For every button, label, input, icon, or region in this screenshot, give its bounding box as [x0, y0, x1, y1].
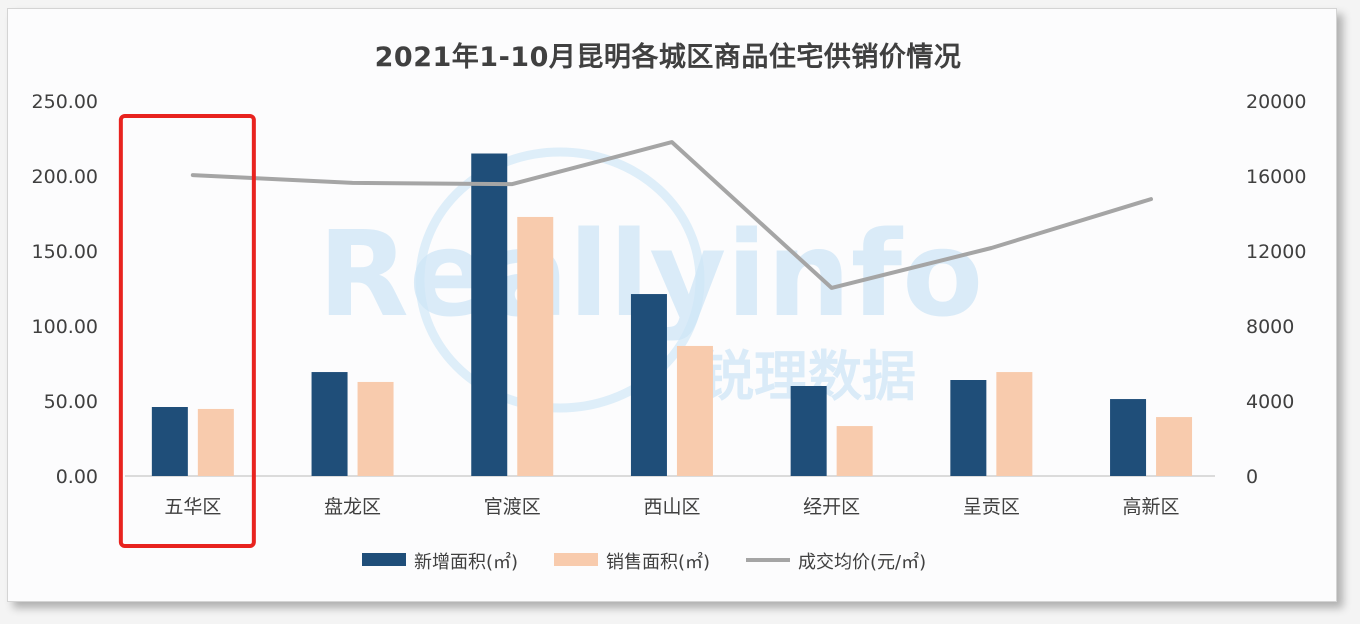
category-label: 西山区	[643, 496, 700, 518]
legend-swatch	[362, 553, 406, 566]
avg-price-line	[190, 140, 1153, 290]
bar-new-area	[311, 372, 348, 476]
bar-sold-area	[996, 372, 1033, 476]
legend-label: 成交均价(元/㎡)	[798, 551, 926, 573]
bar-sold-area	[676, 345, 713, 476]
bar-sold-area	[197, 408, 234, 476]
bar-sold-area	[1156, 417, 1193, 476]
category-label: 高新区	[1123, 496, 1180, 518]
highlight-box	[118, 114, 256, 548]
bar-new-area	[471, 153, 508, 476]
bar-new-area	[790, 386, 827, 476]
right-axis-tick: 12000	[1246, 241, 1306, 263]
left-axis: 0.00 50.00 100.00 150.00 200.00 250.00	[32, 91, 98, 488]
chart-card: 2021年1-10月昆明各城区商品住宅供销价情况	[7, 8, 1337, 602]
left-axis-tick: 250.00	[32, 91, 98, 113]
left-axis-tick: 100.00	[32, 316, 98, 338]
left-axis-tick: 0.00	[56, 466, 98, 488]
left-axis-tick: 150.00	[32, 241, 98, 263]
bar-series	[151, 153, 1193, 476]
bar-new-area	[950, 380, 987, 476]
left-axis-tick: 50.00	[44, 391, 98, 413]
right-axis-tick: 16000	[1246, 166, 1306, 188]
category-label: 官渡区	[484, 496, 541, 518]
legend: 新增面积(㎡) 销售面积(㎡) 成交均价(元/㎡)	[362, 551, 926, 573]
legend-label: 销售面积(㎡)	[606, 551, 710, 573]
category-label: 呈贡区	[963, 496, 1020, 518]
legend-label: 新增面积(㎡)	[414, 551, 518, 573]
bar-sold-area	[836, 426, 873, 476]
left-axis-tick: 200.00	[32, 166, 98, 188]
bar-sold-area	[517, 216, 554, 476]
right-axis-tick: 4000	[1246, 391, 1294, 413]
bar-new-area	[630, 294, 667, 476]
highlight-rect	[118, 114, 256, 548]
right-axis: 0 4000 8000 12000 16000 20000	[1246, 91, 1306, 488]
category-label: 盘龙区	[324, 496, 381, 518]
bar-new-area	[151, 407, 188, 476]
line-series	[190, 140, 1153, 290]
right-axis-tick: 20000	[1246, 91, 1306, 113]
legend-swatch	[554, 553, 598, 566]
category-label: 五华区	[164, 496, 221, 518]
right-axis-tick: 0	[1246, 466, 1258, 488]
bar-new-area	[1110, 399, 1147, 476]
x-axis-labels: 五华区 盘龙区 官渡区 西山区 经开区 呈贡区 高新区	[164, 496, 1179, 518]
bar-sold-area	[357, 381, 394, 476]
category-label: 经开区	[803, 496, 860, 518]
right-axis-tick: 8000	[1246, 316, 1294, 338]
chart-title: 2021年1-10月昆明各城区商品住宅供销价情况	[374, 42, 962, 73]
